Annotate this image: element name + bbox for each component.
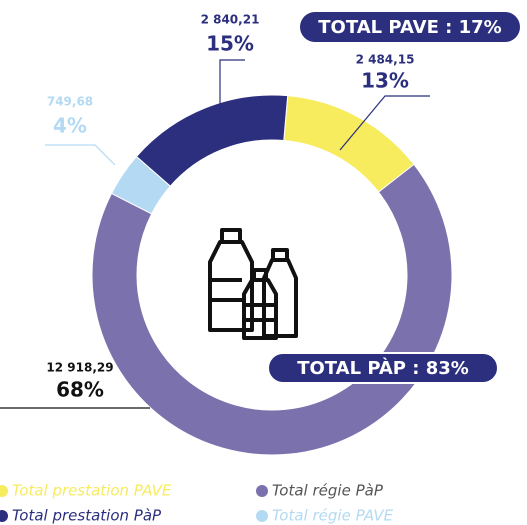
legend-label: Total régie PAVE xyxy=(272,507,394,525)
legend-label: Total régie PàP xyxy=(272,482,384,500)
bottle-icon xyxy=(208,228,298,340)
badge xyxy=(267,352,499,384)
value-label: 2 484,15 xyxy=(356,53,415,67)
percent-label: 68% xyxy=(56,378,104,402)
percent-label: 15% xyxy=(206,32,254,56)
annotation: TOTAL PÀP : 83% xyxy=(297,357,469,379)
leader-line xyxy=(45,144,116,166)
legend-label: Total prestation PàP xyxy=(12,507,162,525)
value-label: 12 918,29 xyxy=(46,361,113,375)
legend-swatch xyxy=(256,510,268,522)
legend-swatch xyxy=(0,485,8,497)
annotation: TOTAL PAVE : 17% xyxy=(318,17,501,38)
leader-line xyxy=(219,59,245,112)
badge xyxy=(300,12,520,42)
legend-label: Total prestation PAVE xyxy=(12,482,172,500)
leader-line xyxy=(339,95,430,151)
percent-label: 13% xyxy=(361,69,409,93)
donut-slice xyxy=(283,95,415,193)
legend-swatch xyxy=(256,485,268,497)
value-label: 749,68 xyxy=(47,95,93,109)
donut-slice xyxy=(135,94,289,187)
percent-label: 4% xyxy=(53,114,87,138)
legend-swatch xyxy=(0,510,8,522)
value-label: 2 840,21 xyxy=(201,13,260,27)
